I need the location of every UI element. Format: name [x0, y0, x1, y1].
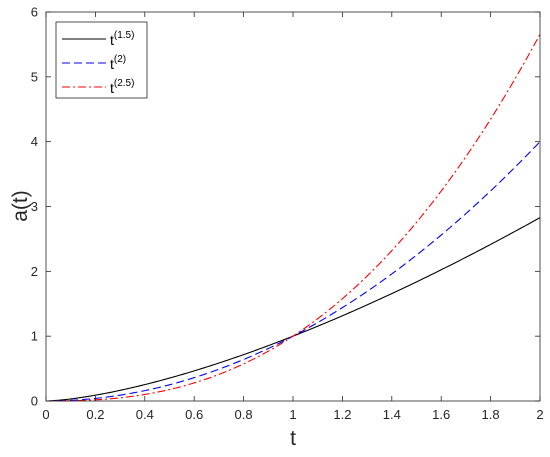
legend-label-2: t(2.5)	[110, 78, 134, 96]
y-tick-label: 2	[31, 264, 38, 279]
x-tick-label: 1	[289, 407, 296, 422]
series-layer	[45, 33, 541, 402]
legend-label-1: t(2)	[110, 54, 126, 72]
y-axis-label: a(t)	[9, 190, 32, 222]
x-tick-label: 1.4	[383, 407, 401, 422]
y-tick-label: 0	[31, 394, 38, 409]
x-tick-label: 2	[536, 407, 543, 422]
legend: t(1.5) t(2) t(2.5)	[55, 21, 148, 99]
y-tick-label: 1	[31, 329, 38, 344]
x-tick-label: 1.2	[333, 407, 351, 422]
x-tick-label: 0.6	[185, 407, 203, 422]
y-tick-label: 5	[31, 69, 38, 84]
x-tick-label: 0	[42, 407, 49, 422]
x-tick-label: 0.2	[86, 407, 104, 422]
series-line-2	[46, 33, 541, 402]
x-tick-label: 1.6	[432, 407, 450, 422]
y-tick-label: 4	[31, 134, 38, 149]
legend-box	[55, 21, 148, 99]
y-tick-label: 6	[31, 5, 38, 20]
x-axis-label: t	[290, 427, 296, 450]
legend-label-0: t(1.5)	[110, 30, 134, 48]
y-tick-label: 3	[31, 199, 38, 214]
x-tick-label: 0.8	[235, 407, 253, 422]
x-tick-label: 1.8	[482, 407, 500, 422]
ticks-layer: 0 0.2 0.4 0.6 0.8 1 1.2 1.4 1.6 1.8 2 0 1 2 3 4 5 6	[31, 5, 544, 423]
x-tick-label: 0.4	[136, 407, 154, 422]
